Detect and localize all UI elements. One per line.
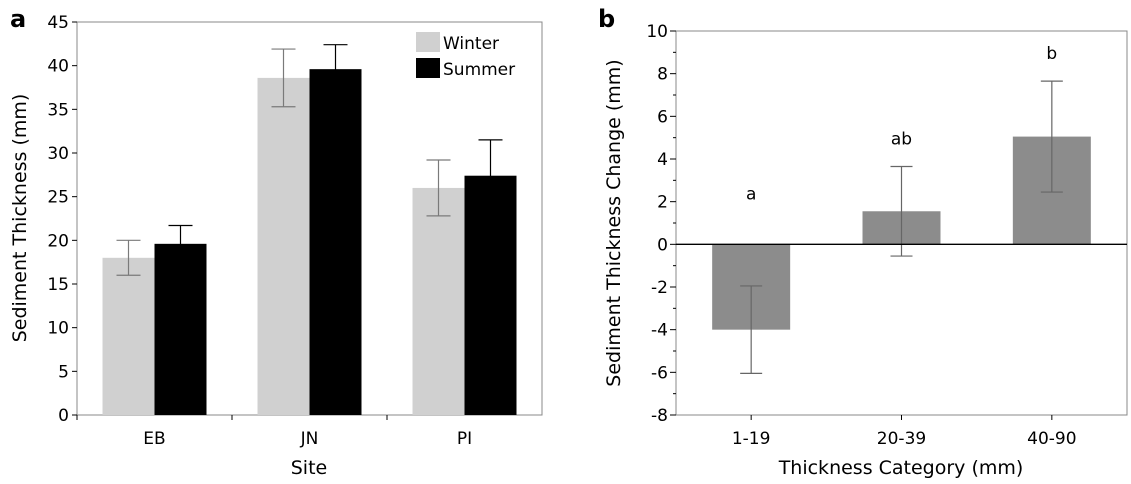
bar bbox=[464, 175, 517, 415]
y-tick-label: -2 bbox=[651, 278, 668, 298]
y-tick-label: -8 bbox=[651, 406, 668, 426]
bar bbox=[309, 69, 362, 415]
y-tick-label: 0 bbox=[58, 406, 69, 426]
y-tick-label: -6 bbox=[651, 363, 668, 383]
y-tick-label: 0 bbox=[657, 235, 668, 255]
panel-b: b -8 -6 -4 -2 0 2 4 6 8 10 1-19 20-39 40-90 a ab b Se… bbox=[598, 5, 1128, 479]
y-tick-label: 35 bbox=[47, 100, 69, 120]
panel-a-y-axis-label: Sediment Thickness (mm) bbox=[9, 94, 31, 343]
y-tick-label: 2 bbox=[657, 193, 668, 213]
y-tick-label: -4 bbox=[651, 321, 668, 341]
significance-label: ab bbox=[891, 129, 912, 149]
legend-label: Winter bbox=[443, 34, 499, 54]
legend-swatch bbox=[416, 58, 440, 78]
y-tick-label: 6 bbox=[657, 107, 668, 127]
legend-swatch bbox=[416, 32, 440, 52]
panel-b-x-axis-label: Thickness Category (mm) bbox=[778, 457, 1024, 479]
x-tick-label: EB bbox=[143, 429, 165, 449]
x-tick-label: PI bbox=[457, 429, 472, 449]
x-tick-label: 40-90 bbox=[1027, 429, 1076, 449]
y-tick-label: 4 bbox=[657, 150, 668, 170]
panel-a-x-axis-label: Site bbox=[291, 457, 327, 479]
y-tick-label: 45 bbox=[47, 13, 69, 33]
bar bbox=[257, 77, 310, 415]
y-tick-label: 5 bbox=[58, 362, 69, 382]
y-tick-label: 10 bbox=[47, 319, 69, 339]
y-tick-label: 25 bbox=[47, 188, 69, 208]
significance-label: b bbox=[1046, 44, 1057, 64]
legend-label: Summer bbox=[443, 60, 515, 80]
y-tick-label: 15 bbox=[47, 275, 69, 295]
y-tick-label: 10 bbox=[646, 22, 668, 42]
y-tick-label: 30 bbox=[47, 144, 69, 164]
panel-a-label: a bbox=[10, 5, 26, 33]
panel-a-legend: Winter Summer bbox=[416, 32, 515, 80]
y-tick-label: 40 bbox=[47, 57, 69, 77]
panel-b-label: b bbox=[598, 5, 615, 33]
panel-a: a 0 5 10 15 20 25 30 35 40 45 EB JN PI Sediment Thi… bbox=[9, 5, 543, 479]
bar bbox=[154, 243, 207, 415]
bar bbox=[102, 257, 155, 415]
y-tick-label: 20 bbox=[47, 231, 69, 251]
bar bbox=[412, 187, 465, 415]
x-tick-label: 20-39 bbox=[877, 429, 926, 449]
panel-b-y-axis-label: Sediment Thickness Change (mm) bbox=[603, 59, 625, 386]
significance-label: a bbox=[746, 184, 756, 204]
x-tick-label: JN bbox=[300, 429, 319, 449]
x-tick-label: 1-19 bbox=[732, 429, 771, 449]
y-tick-label: 8 bbox=[657, 65, 668, 85]
